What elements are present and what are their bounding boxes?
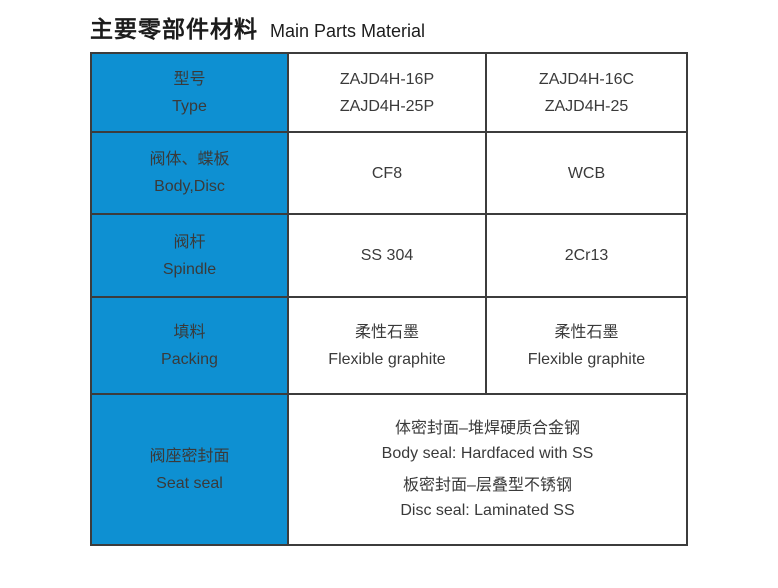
cell-line: CF8 (371, 164, 403, 182)
cell-line: 柔性石墨 (354, 323, 419, 341)
cell-line: Flexible graphite (328, 350, 446, 368)
seat-seal-body-paragraph: 体密封面–堆焊硬质合金钢 Body seal: Hardfaced with S… (289, 416, 686, 466)
parts-material-table: 型号 Type ZAJD4H-16P ZAJD4H-25P ZAJD4H-16C… (90, 52, 688, 546)
table-cell: SS 304 (287, 213, 487, 298)
cell-line: 2Cr13 (564, 247, 609, 264)
table-cell: 2Cr13 (485, 213, 688, 298)
table-cell-seat-seal-merged: 体密封面–堆焊硬质合金钢 Body seal: Hardfaced with S… (287, 393, 688, 546)
row-header-en: Packing (161, 350, 218, 368)
table-cell: 柔性石墨 Flexible graphite (485, 296, 688, 395)
row-header-packing: 填料 Packing (90, 296, 289, 395)
row-header-zh: 阀座密封面 (149, 447, 230, 465)
table-row-spindle: 阀杆 Spindle SS 304 2Cr13 (90, 213, 688, 298)
table-cell: 柔性石墨 Flexible graphite (287, 296, 487, 395)
row-header-type: 型号 Type (90, 52, 289, 133)
seat-seal-disc-zh: 板密封面–层叠型不锈钢 (403, 477, 572, 494)
seat-seal-disc-paragraph: 板密封面–层叠型不锈钢 Disc seal: Laminated SS (289, 473, 686, 523)
cell-line: ZAJD4H-25 (544, 97, 629, 115)
seat-seal-body-en: Body seal: Hardfaced with SS (381, 445, 594, 462)
row-header-zh: 阀体、蝶板 (149, 151, 230, 168)
seat-seal-body-zh: 体密封面–堆焊硬质合金钢 (395, 420, 580, 437)
table-row-body-disc: 阀体、蝶板 Body,Disc CF8 WCB (90, 131, 688, 215)
row-header-seat-seal: 阀座密封面 Seat seal (90, 393, 289, 546)
cell-line: SS 304 (360, 247, 414, 264)
row-header-en: Spindle (162, 260, 217, 278)
table-row-type: 型号 Type ZAJD4H-16P ZAJD4H-25P ZAJD4H-16C… (90, 52, 688, 133)
cell-line: 柔性石墨 (554, 323, 619, 341)
table-cell: WCB (485, 131, 688, 215)
row-header-zh: 型号 (173, 70, 206, 88)
row-header-en: Seat seal (156, 474, 223, 492)
row-header-en: Body,Disc (154, 178, 225, 195)
table-cell: ZAJD4H-16P ZAJD4H-25P (287, 52, 487, 133)
table-cell: CF8 (287, 131, 487, 215)
row-header-zh: 阀杆 (173, 233, 206, 251)
cell-line: ZAJD4H-25P (339, 97, 435, 115)
page-title-en: Main Parts Material (270, 21, 426, 41)
row-header-body-disc: 阀体、蝶板 Body,Disc (90, 131, 289, 215)
table-cell: ZAJD4H-16C ZAJD4H-25 (485, 52, 688, 133)
cell-line: WCB (567, 164, 606, 182)
table-row-packing: 填料 Packing 柔性石墨 Flexible graphite 柔性石墨 F… (90, 296, 688, 395)
row-header-en: Type (172, 97, 207, 115)
table-row-seat-seal: 阀座密封面 Seat seal 体密封面–堆焊硬质合金钢 Body seal: … (90, 393, 688, 546)
cell-line: Flexible graphite (527, 350, 646, 368)
page-title: 主要零部件材料 Main Parts Material (90, 10, 425, 44)
row-header-spindle: 阀杆 Spindle (90, 213, 289, 298)
cell-line: ZAJD4H-16C (538, 70, 635, 88)
row-header-zh: 填料 (173, 323, 206, 341)
page-title-zh: 主要零部件材料 (90, 16, 258, 42)
cell-line: ZAJD4H-16P (339, 70, 435, 88)
seat-seal-disc-en: Disc seal: Laminated SS (400, 502, 575, 519)
